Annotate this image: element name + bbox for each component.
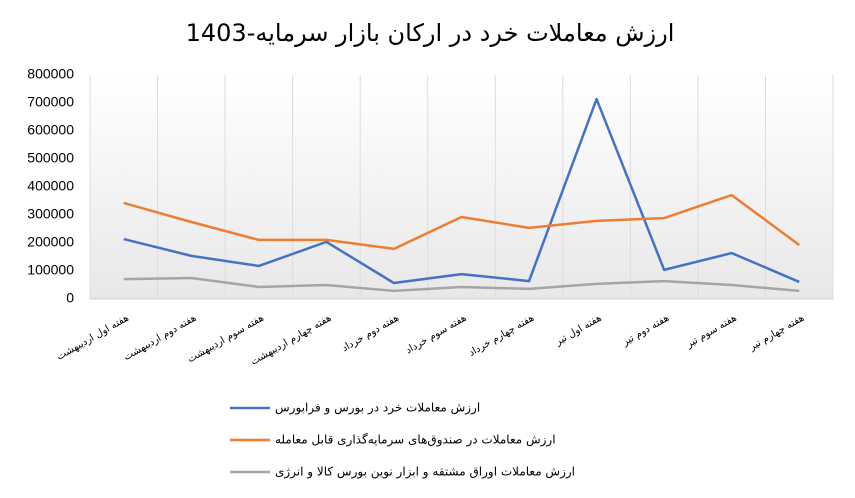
series-line [123,276,800,293]
x-tick-label: هفته دوم خرداد [340,313,401,354]
x-tick-label: هفته چهارم تیر [747,313,806,354]
y-tick-label: 800000 [27,66,74,82]
y-tick-label: 300000 [27,206,74,222]
y-tick-label: 600000 [27,122,74,138]
legend-label: ارزش معاملات در صندوق‌های سرمایه‌گذاری ق… [275,433,556,448]
x-tick-label: هفته دوم تیر [620,313,671,349]
series-line [123,97,800,285]
y-tick-label: 100000 [27,262,74,278]
y-tick-label: 700000 [27,94,74,110]
series-line [123,193,800,251]
x-tick-label: هفته چهارم خرداد [467,313,536,359]
x-tick-label: هفته اول اردیبهشت [55,313,131,363]
y-tick-label: 500000 [27,150,74,166]
x-tick-label: هفته سوم خرداد [404,313,469,357]
x-tick-label: هفته سوم تیر [684,313,739,351]
legend-label: ارزش معاملات خرد در بورس و فرابورس [275,401,480,416]
chart-title: ارزش معاملات خرد در ارکان بازار سرمایه-1… [186,19,675,47]
y-tick-label: 400000 [27,178,74,194]
x-tick-label: هفته اول تیر [553,313,604,349]
y-tick-label: 200000 [27,234,74,250]
y-tick-label: 0 [66,290,74,306]
legend-label: ارزش معاملات اوراق مشتقه و ابزار نوین بو… [275,465,575,480]
plot-area [90,75,833,299]
